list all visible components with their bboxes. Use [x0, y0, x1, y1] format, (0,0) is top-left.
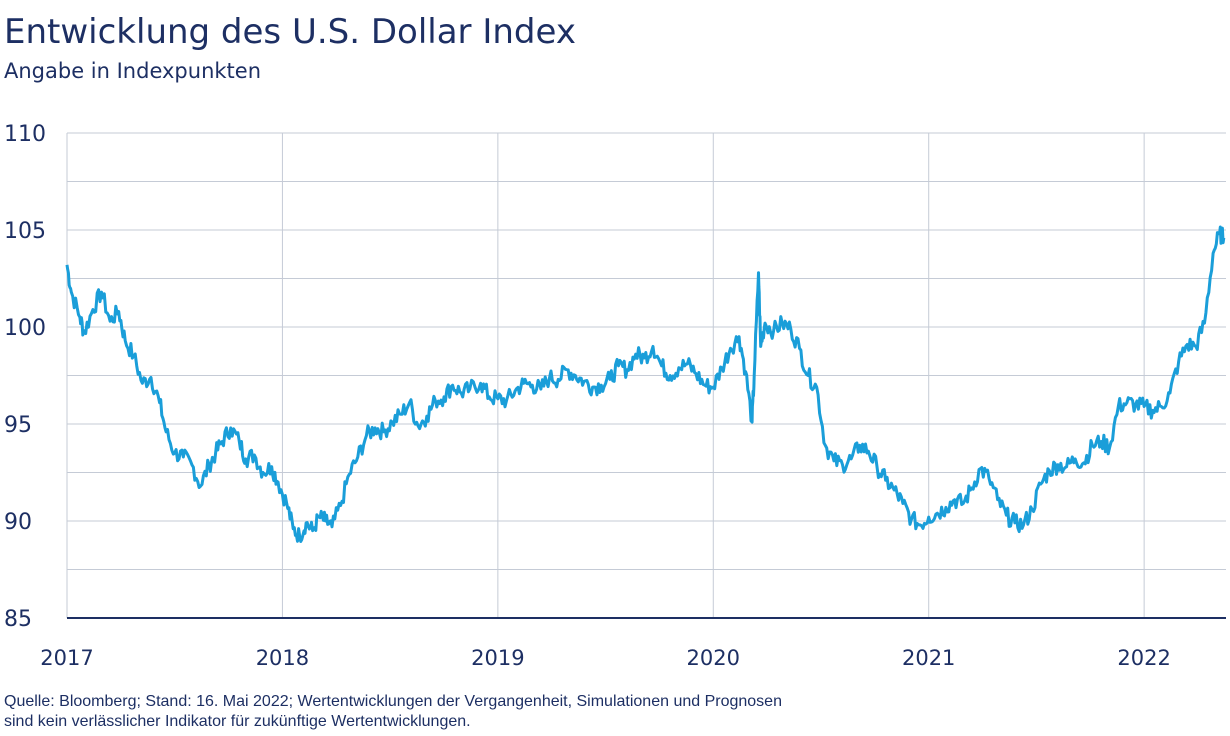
footnote-line-2: sind kein verlässlicher Indikator für zu… [4, 713, 471, 730]
y-tick-label: 100 [4, 316, 46, 341]
x-tick-label: 2020 [687, 646, 740, 670]
chart-subtitle: Angabe in Indexpunkten [4, 59, 262, 83]
y-tick-label: 105 [4, 219, 46, 244]
y-tick-label: 90 [4, 510, 32, 535]
x-tick-label: 2021 [902, 646, 955, 670]
dollar-index-line [65, 225, 1226, 543]
line-chart: 110 105 100 95 90 85 2017 2018 2019 2020 2021 2022 [4, 122, 1226, 670]
y-tick-label: 110 [4, 122, 46, 147]
x-tick-label: 2019 [471, 646, 524, 670]
source-footnote: Quelle: Bloomberg; Stand: 16. Mai 2022; … [4, 692, 782, 732]
y-tick-label: 95 [4, 413, 32, 438]
x-tick-label: 2017 [40, 646, 93, 670]
x-tick-label: 2018 [256, 646, 309, 670]
footnote-line-1: Quelle: Bloomberg; Stand: 16. Mai 2022; … [4, 693, 782, 710]
chart-title: Entwicklung des U.S. Dollar Index [4, 12, 576, 52]
x-tick-label: 2022 [1117, 646, 1170, 670]
y-tick-label: 85 [4, 607, 32, 632]
